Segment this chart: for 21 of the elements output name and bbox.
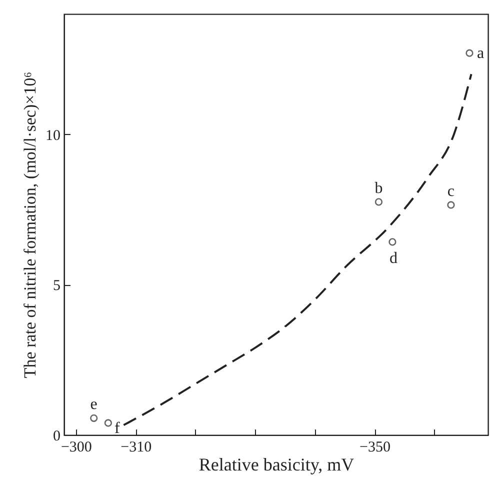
point bbox=[466, 49, 474, 57]
line-series bbox=[122, 73, 472, 426]
annotation: e bbox=[90, 396, 98, 414]
point bbox=[90, 414, 98, 422]
x-tick-label: −310 bbox=[120, 440, 152, 456]
x-tick-label: −350 bbox=[360, 440, 391, 456]
annotation: b bbox=[374, 180, 383, 197]
y-tick-label: 0 bbox=[53, 428, 60, 444]
y-tick-label: 5 bbox=[53, 278, 60, 294]
annotation: d bbox=[389, 250, 398, 267]
y-tick-label: 10 bbox=[46, 128, 60, 144]
y-axis-title: The rate of nitrile formation, (mol/l·sec)×10⁶ bbox=[20, 72, 40, 378]
x-tick-label: −300 bbox=[60, 440, 92, 456]
annotation: c bbox=[447, 182, 455, 200]
annotation: f bbox=[114, 420, 121, 437]
annotation: a bbox=[476, 45, 484, 62]
point bbox=[374, 198, 383, 206]
x-axis-title: Relative basicity, mV bbox=[198, 454, 354, 474]
point bbox=[447, 201, 455, 209]
point bbox=[104, 419, 112, 427]
point bbox=[388, 238, 396, 246]
